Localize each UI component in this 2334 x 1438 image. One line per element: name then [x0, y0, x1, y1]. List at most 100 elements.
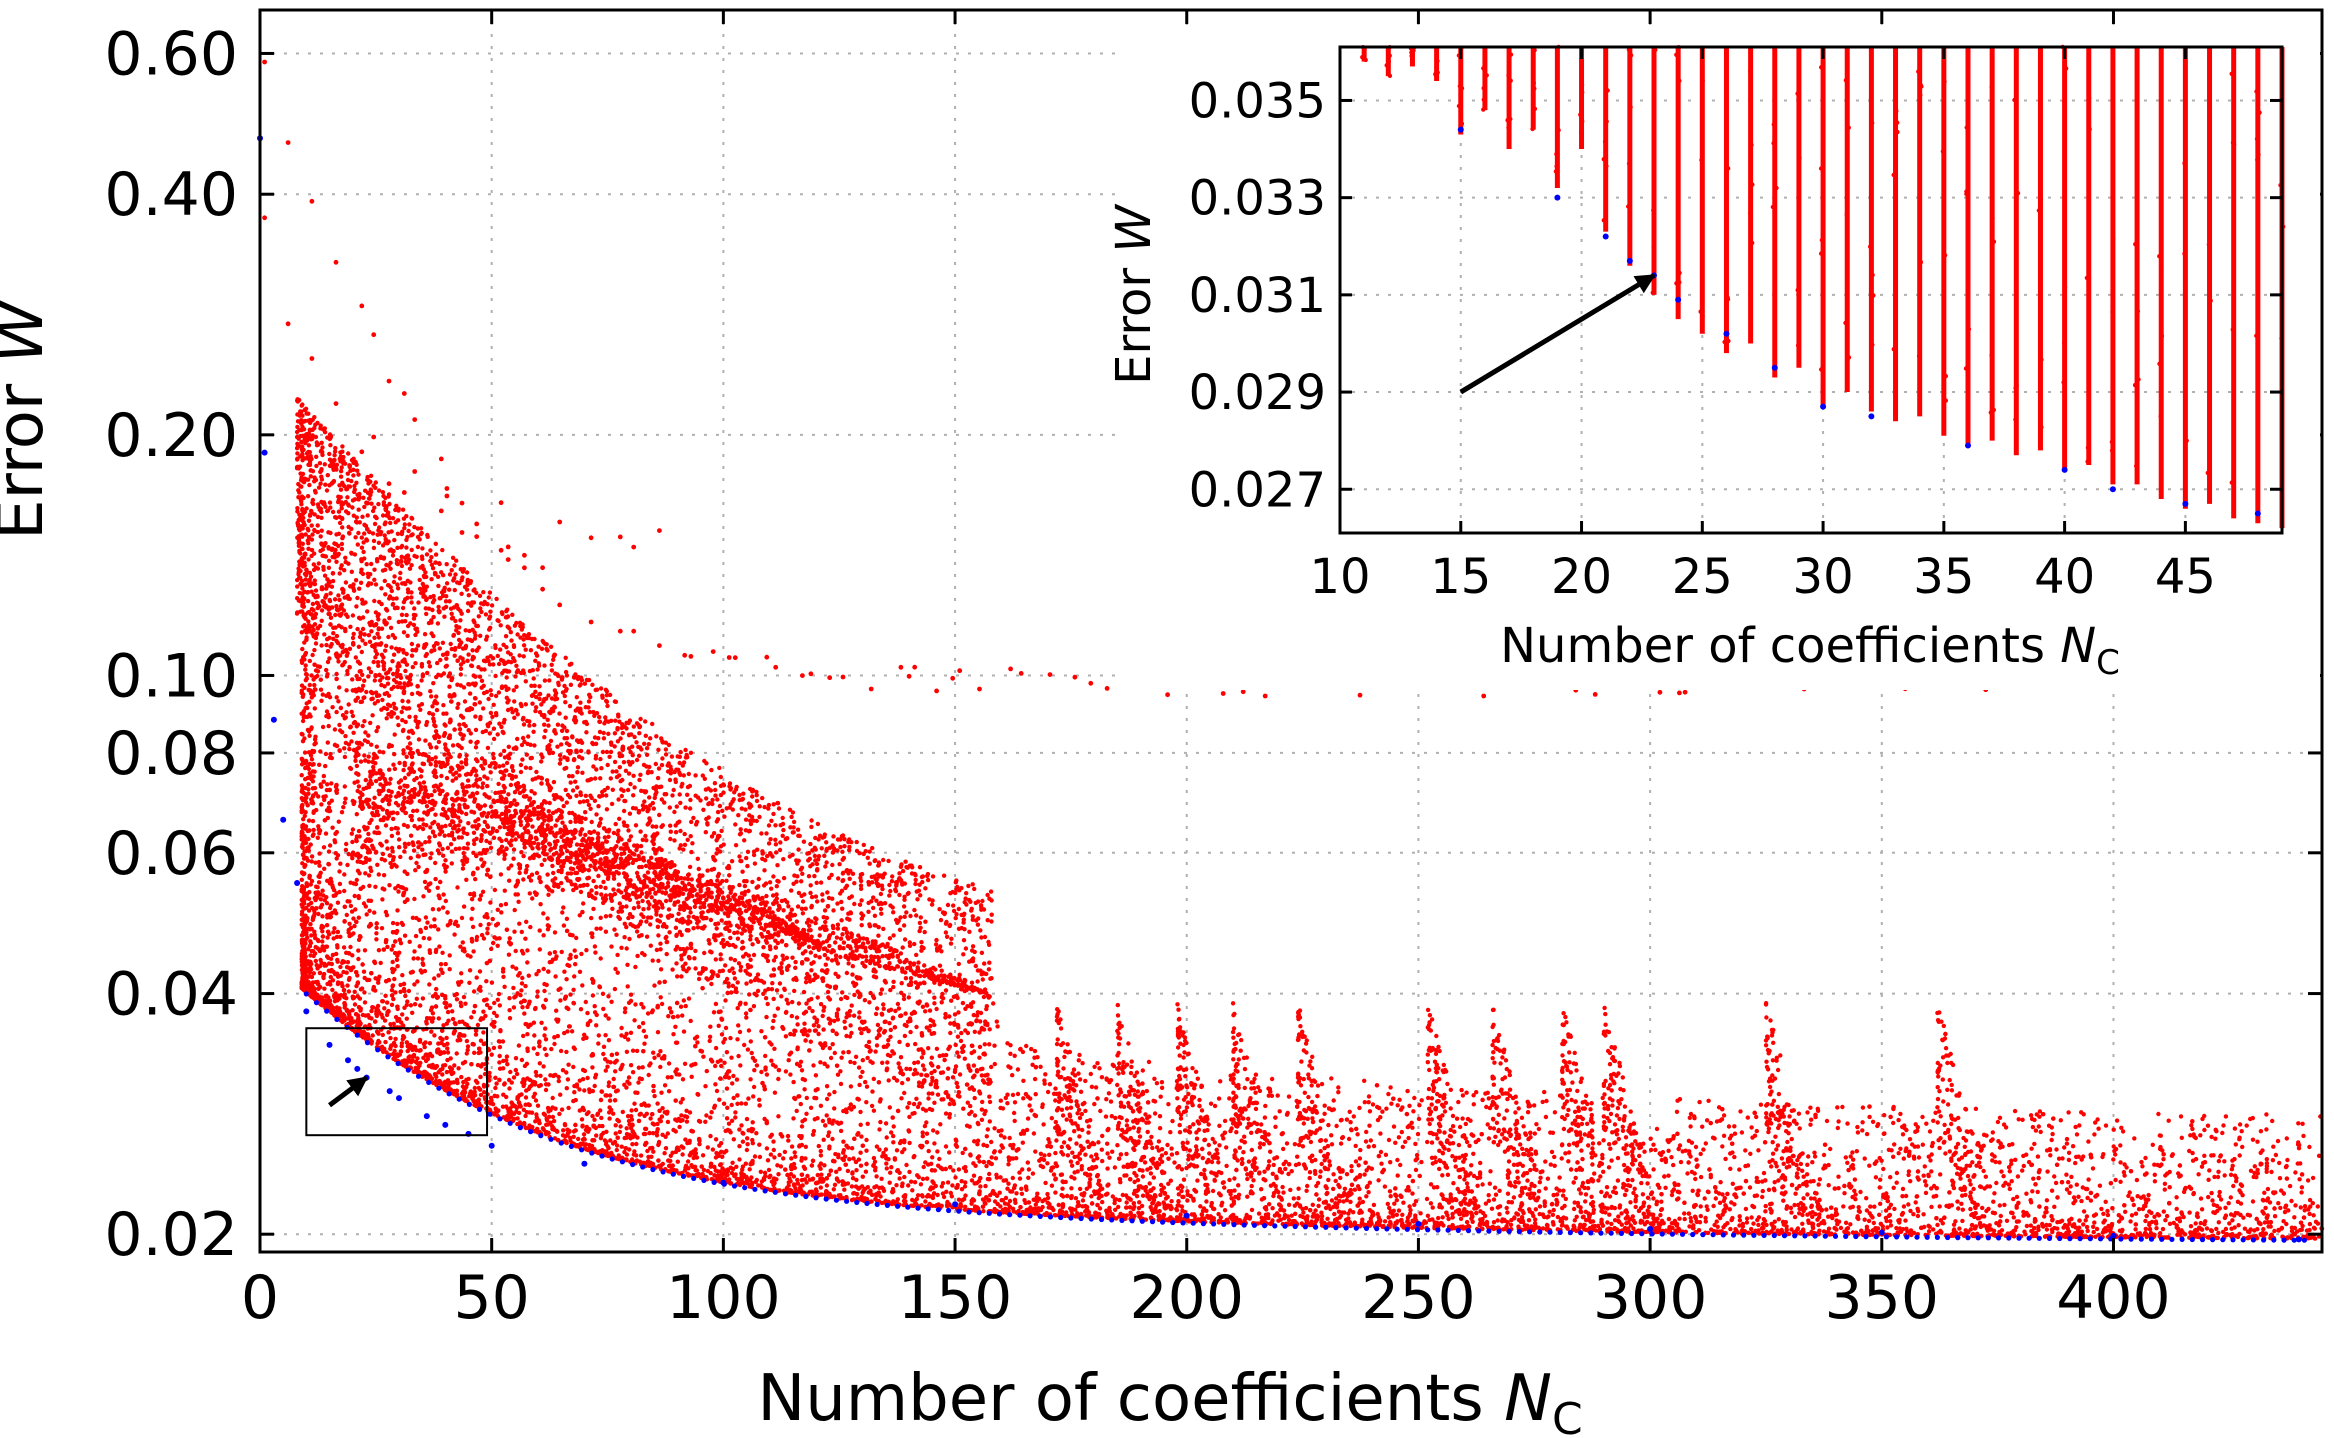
red-point	[597, 985, 603, 990]
red-point	[504, 1054, 510, 1059]
red-point	[354, 763, 360, 769]
red-point	[858, 1150, 863, 1155]
red-point	[765, 1158, 771, 1163]
red-point	[871, 1108, 877, 1113]
red-point	[319, 802, 324, 807]
red-point	[634, 1141, 639, 1147]
red-point	[1440, 1215, 1445, 1220]
red-point	[709, 1110, 714, 1115]
red-point	[1157, 1114, 1163, 1119]
red-point	[455, 1038, 460, 1043]
red-point	[655, 1030, 661, 1035]
red-point	[685, 1159, 691, 1164]
red-point	[1010, 1146, 1015, 1151]
red-point	[2229, 1226, 2234, 1231]
red-point	[586, 1110, 591, 1115]
red-point	[383, 1039, 388, 1045]
red-point	[2152, 1162, 2157, 1167]
red-point	[1395, 1157, 1400, 1163]
red-point	[534, 870, 540, 876]
red-point	[2265, 1196, 2271, 1201]
red-point	[599, 1115, 604, 1121]
red-point	[430, 994, 436, 999]
red-point	[1828, 1146, 1833, 1152]
red-point	[765, 1001, 770, 1007]
red-point	[724, 1050, 730, 1055]
red-point	[2132, 1136, 2137, 1141]
red-point	[1589, 1194, 1594, 1200]
red-point	[953, 1175, 958, 1180]
red-point	[469, 1015, 474, 1020]
red-point	[330, 705, 335, 710]
red-point	[2028, 1223, 2034, 1228]
red-point	[352, 923, 357, 929]
red-point	[1366, 1100, 1371, 1105]
red-point	[376, 872, 381, 877]
red-point	[351, 881, 356, 886]
red-point	[1085, 1208, 1090, 1213]
red-point	[1894, 1170, 1900, 1176]
red-point	[1040, 1102, 1045, 1107]
red-point	[494, 1013, 499, 1019]
red-point	[1485, 1090, 1490, 1096]
red-point	[1105, 1151, 1110, 1156]
red-point	[342, 800, 347, 805]
red-point	[1131, 1125, 1136, 1130]
red-point	[1497, 1212, 1502, 1217]
red-point	[743, 1011, 749, 1016]
red-point	[1446, 1216, 1451, 1222]
red-point	[337, 881, 343, 887]
red-point	[719, 1016, 724, 1021]
red-point	[811, 1128, 817, 1134]
red-point	[1025, 1094, 1031, 1099]
red-point	[1045, 1089, 1051, 1095]
red-point	[1926, 1229, 1932, 1234]
red-point	[489, 946, 494, 952]
red-point	[316, 794, 321, 799]
red-point	[1763, 1209, 1768, 1214]
red-point	[497, 1060, 502, 1065]
red-point	[2237, 1153, 2242, 1158]
red-point	[901, 996, 907, 1002]
red-point	[1877, 1212, 1882, 1218]
red-point	[1491, 1220, 1497, 1225]
red-point	[1560, 1142, 1565, 1147]
red-point	[1275, 1093, 1280, 1098]
red-point	[1014, 1156, 1019, 1161]
red-point	[320, 692, 325, 697]
red-point	[905, 1105, 910, 1110]
red-point	[1349, 1168, 1354, 1174]
red-point	[423, 1040, 428, 1045]
red-point	[733, 1110, 738, 1115]
red-point	[1053, 1119, 1059, 1125]
red-point	[316, 880, 322, 885]
red-point	[2212, 1174, 2217, 1180]
red-point	[2162, 1187, 2167, 1192]
red-point	[2111, 1144, 2116, 1149]
red-point	[591, 906, 596, 912]
red-point	[1277, 1109, 1282, 1114]
red-point	[507, 936, 512, 941]
red-point	[471, 891, 477, 896]
red-point	[320, 914, 325, 919]
red-point	[2247, 1213, 2253, 1218]
red-point	[1398, 1162, 1403, 1168]
red-point	[691, 926, 696, 931]
red-point	[1898, 1111, 1903, 1117]
red-point	[1606, 1165, 1612, 1170]
red-point	[1923, 1190, 1929, 1196]
red-point	[303, 663, 308, 668]
red-point	[1216, 1096, 1222, 1101]
red-point	[470, 906, 475, 911]
red-point	[564, 1049, 569, 1055]
red-point	[302, 750, 308, 755]
red-point	[321, 773, 326, 779]
red-point	[495, 997, 500, 1002]
red-point	[776, 1076, 781, 1082]
red-point	[2088, 1198, 2094, 1203]
red-point	[2196, 1172, 2201, 1177]
red-point	[1550, 1212, 1556, 1218]
red-point	[1388, 1085, 1393, 1090]
red-point	[436, 907, 442, 912]
red-point	[1088, 1071, 1094, 1077]
